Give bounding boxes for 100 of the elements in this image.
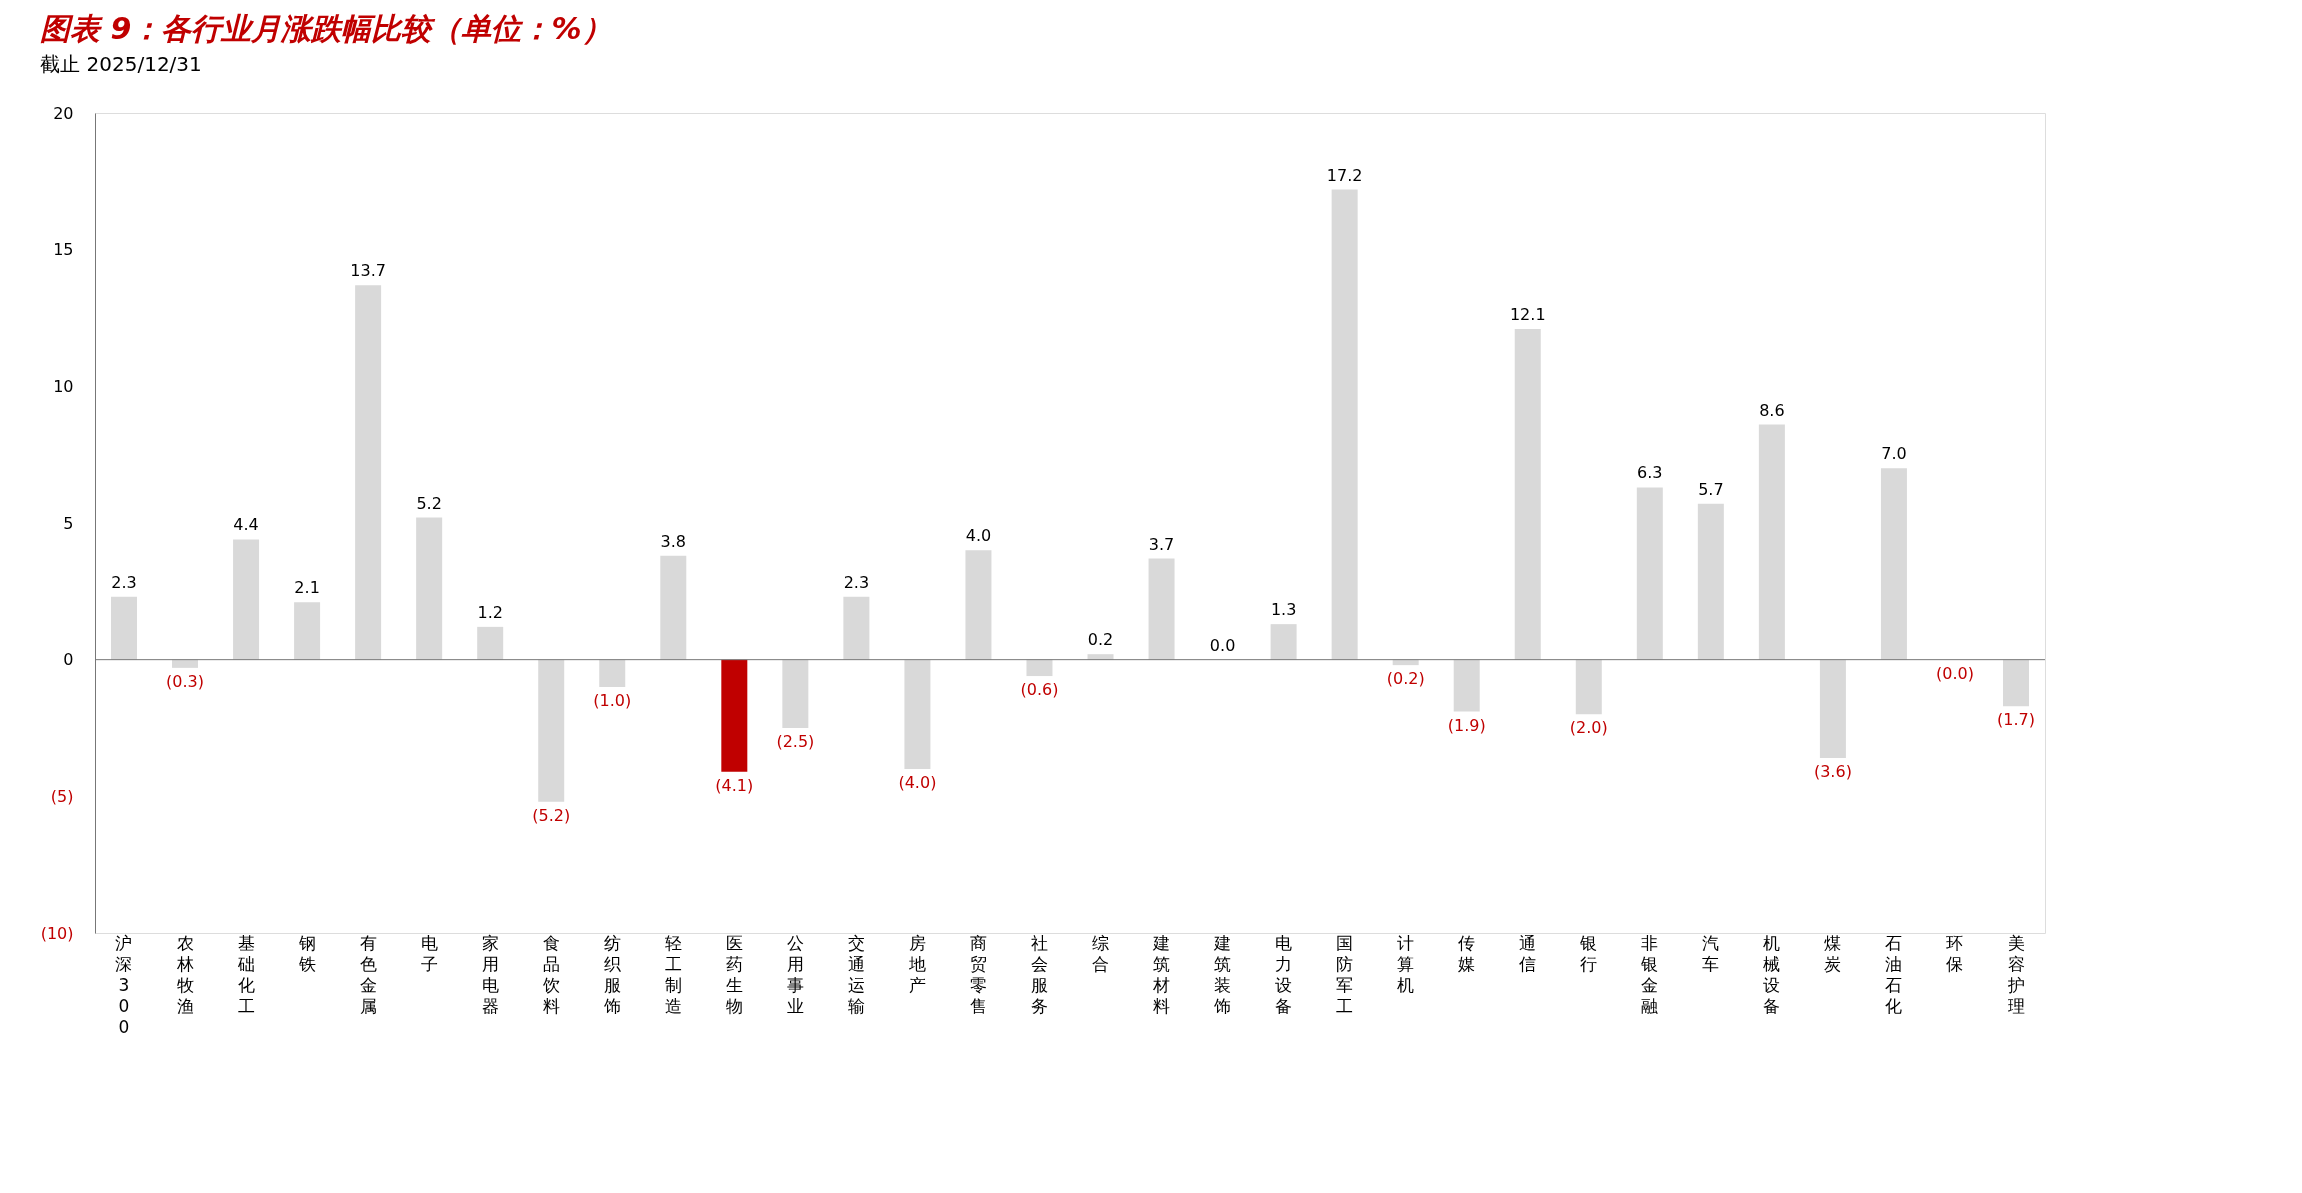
text: 截止 2025/12/31 <box>40 52 202 76</box>
x-tick-label: 交通运输 <box>847 932 865 1016</box>
data-label: (2.0) <box>1569 718 1608 738</box>
x-tick-label: 通信 <box>1519 932 1537 974</box>
bar <box>1148 558 1175 660</box>
bar <box>1697 503 1724 660</box>
bar <box>1331 189 1358 660</box>
data-label: 5.7 <box>1698 479 1724 499</box>
data-label: 12.1 <box>1509 304 1546 324</box>
bar <box>110 596 137 660</box>
data-label: 7.0 <box>1881 444 1907 464</box>
data-label: (0.2) <box>1386 669 1425 689</box>
bar <box>843 596 870 660</box>
data-label: 13.7 <box>350 261 386 281</box>
bar <box>538 659 565 802</box>
y-tick-label: 5 <box>63 513 74 533</box>
bar <box>416 517 443 660</box>
data-label: (2.5) <box>776 732 815 751</box>
data-label: (1.7) <box>1997 710 2035 730</box>
bar <box>1270 624 1297 660</box>
x-tick-label: 建筑装饰 <box>1213 932 1232 1016</box>
bar <box>355 285 382 660</box>
bar <box>1453 659 1480 712</box>
x-tick-label: 社会服务 <box>1030 932 1048 1016</box>
x-tick-label: 商贸零售 <box>969 932 987 1016</box>
x-tick-label: 综合 <box>1092 932 1110 974</box>
data-label: (0.0) <box>1936 663 1974 683</box>
x-tick-label: 机械设备 <box>1763 932 1781 1016</box>
x-tick-label: 银行 <box>1579 932 1598 974</box>
data-label: 6.3 <box>1637 463 1663 483</box>
x-tick-label: 食品饮料 <box>541 932 560 1016</box>
data-label: 4.4 <box>233 515 259 535</box>
data-label: 0.2 <box>1087 630 1114 650</box>
y-tick-label: (10) <box>40 923 74 943</box>
bar <box>1026 659 1053 677</box>
data-label: (3.6) <box>1813 762 1852 782</box>
data-label: 1.3 <box>1270 600 1297 620</box>
x-tick-label: 沪深300 <box>115 932 133 1037</box>
y-tick-label: (5) <box>50 786 74 806</box>
data-label: 2.3 <box>843 572 870 592</box>
x-tick-label: 计算机 <box>1397 932 1415 995</box>
chart-title: 图表 9：各行业月涨跌幅比较（单位：%） <box>40 11 612 46</box>
x-tick-label: 农林牧渔 <box>175 932 194 1016</box>
data-label: 3.7 <box>1148 534 1175 554</box>
y-tick-label: 20 <box>53 103 74 123</box>
x-tick-label: 纺织服饰 <box>602 932 621 1016</box>
bar <box>294 602 321 660</box>
data-label: (1.0) <box>593 691 632 710</box>
x-tick-label: 公用事业 <box>786 932 804 1016</box>
x-tick-label: 钢铁 <box>297 932 316 974</box>
x-tick-label: 电力设备 <box>1275 932 1293 1016</box>
x-tick-label: 房地产 <box>907 932 926 995</box>
data-label: (0.3) <box>166 671 204 691</box>
data-label: 2.1 <box>294 578 320 598</box>
x-tick-label: 轻工制造 <box>664 932 682 1016</box>
x-tick-label: 非银金融 <box>1640 932 1659 1016</box>
data-label: (5.2) <box>532 805 571 825</box>
x-tick-label: 建筑材料 <box>1152 932 1171 1016</box>
bar <box>2003 659 2030 707</box>
y-tick-label: 0 <box>63 650 74 670</box>
bar <box>721 659 748 772</box>
bar <box>782 659 809 728</box>
bar <box>1575 659 1602 715</box>
bar <box>904 659 931 769</box>
data-label: 1.2 <box>477 602 503 622</box>
bar <box>1758 424 1785 660</box>
x-tick-label: 煤炭 <box>1824 932 1842 974</box>
data-label: 0.0 <box>1209 635 1236 655</box>
data-label: 3.8 <box>660 531 687 551</box>
bar <box>1392 659 1419 666</box>
bar <box>965 550 992 660</box>
bar <box>1636 487 1663 660</box>
data-label: (4.0) <box>898 773 937 792</box>
data-label: (1.9) <box>1447 715 1486 735</box>
data-label: 2.3 <box>111 572 137 592</box>
x-tick-label: 传媒 <box>1458 932 1476 974</box>
data-label: (0.6) <box>1020 680 1059 700</box>
bar <box>1880 468 1907 660</box>
x-tick-label: 有色金属 <box>359 932 377 1016</box>
x-tick-label: 医药生物 <box>725 932 743 1016</box>
bar <box>1514 328 1541 660</box>
bar <box>477 626 504 660</box>
bar <box>599 659 626 687</box>
bar <box>1819 659 1846 759</box>
bar <box>172 659 199 668</box>
data-label: 5.2 <box>416 493 442 513</box>
x-tick-label: 环保 <box>1946 932 1964 974</box>
bar <box>660 555 687 660</box>
x-tick-label: 家用电器 <box>481 932 499 1016</box>
x-tick-label: 石油石化 <box>1885 932 1903 1016</box>
x-tick-label: 国防军工 <box>1336 932 1354 1016</box>
y-tick-label: 10 <box>53 376 74 396</box>
y-tick-label: 15 <box>53 240 74 260</box>
bar <box>233 539 260 660</box>
data-label: (4.1) <box>715 775 754 795</box>
x-tick-label: 基础化工 <box>236 932 255 1016</box>
x-tick-label: 汽车 <box>1702 932 1720 974</box>
x-tick-label: 美容护理 <box>2006 932 2025 1016</box>
data-label: 17.2 <box>1326 165 1363 185</box>
x-tick-label: 电子 <box>420 932 438 974</box>
